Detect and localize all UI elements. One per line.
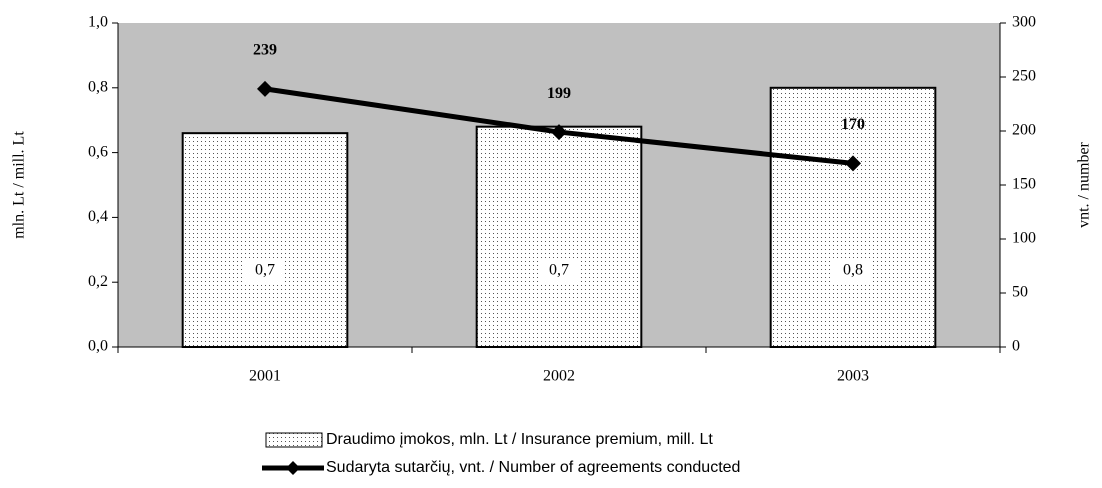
x-tick-label: 2001 (249, 368, 281, 385)
legend-label: Draudimo įmokos, mln. Lt / Insurance pre… (326, 431, 713, 448)
x-tick-label: 2003 (837, 368, 869, 385)
bar-label-bg (245, 258, 285, 284)
bar (181, 132, 349, 348)
y2-tick-label: 200 (1012, 122, 1036, 139)
y2-tick-label: 0 (1012, 338, 1020, 355)
bar-label: 0,8 (843, 262, 863, 279)
y2-tick-label: 250 (1012, 68, 1036, 85)
legend-swatch (265, 432, 323, 448)
line-label: 170 (841, 116, 865, 133)
bar-label-bg (833, 258, 873, 284)
bar-label: 0,7 (255, 262, 275, 279)
y2-tick-label: 100 (1012, 230, 1036, 247)
line-marker (257, 80, 273, 97)
bar (475, 125, 643, 349)
y2-axis-label: vnt. / number (1076, 141, 1093, 227)
y2-tick-label: 300 (1012, 14, 1036, 31)
legend-marker (286, 461, 300, 475)
line-marker (845, 155, 861, 172)
y-tick-label: 0,4 (88, 208, 108, 225)
line-label: 199 (547, 85, 571, 102)
y2-tick-label: 150 (1012, 176, 1036, 193)
y-tick-label: 0,6 (88, 143, 108, 160)
line-marker (551, 124, 567, 141)
y2-tick-label: 50 (1012, 284, 1028, 301)
bar-label: 0,7 (549, 262, 569, 279)
y-tick-label: 1,0 (88, 14, 108, 31)
bar (769, 86, 937, 349)
y-tick-label: 0,8 (88, 78, 108, 95)
y-axis-label: mln. Lt / mill. Lt (11, 131, 28, 239)
y-tick-label: 0,0 (88, 338, 108, 355)
x-tick-label: 2002 (543, 368, 575, 385)
y-tick-label: 0,2 (88, 273, 108, 290)
bar-label-bg (539, 258, 579, 284)
legend-label: Sudaryta sutarčių, vnt. / Number of agre… (326, 459, 740, 476)
line-label: 239 (253, 42, 277, 59)
